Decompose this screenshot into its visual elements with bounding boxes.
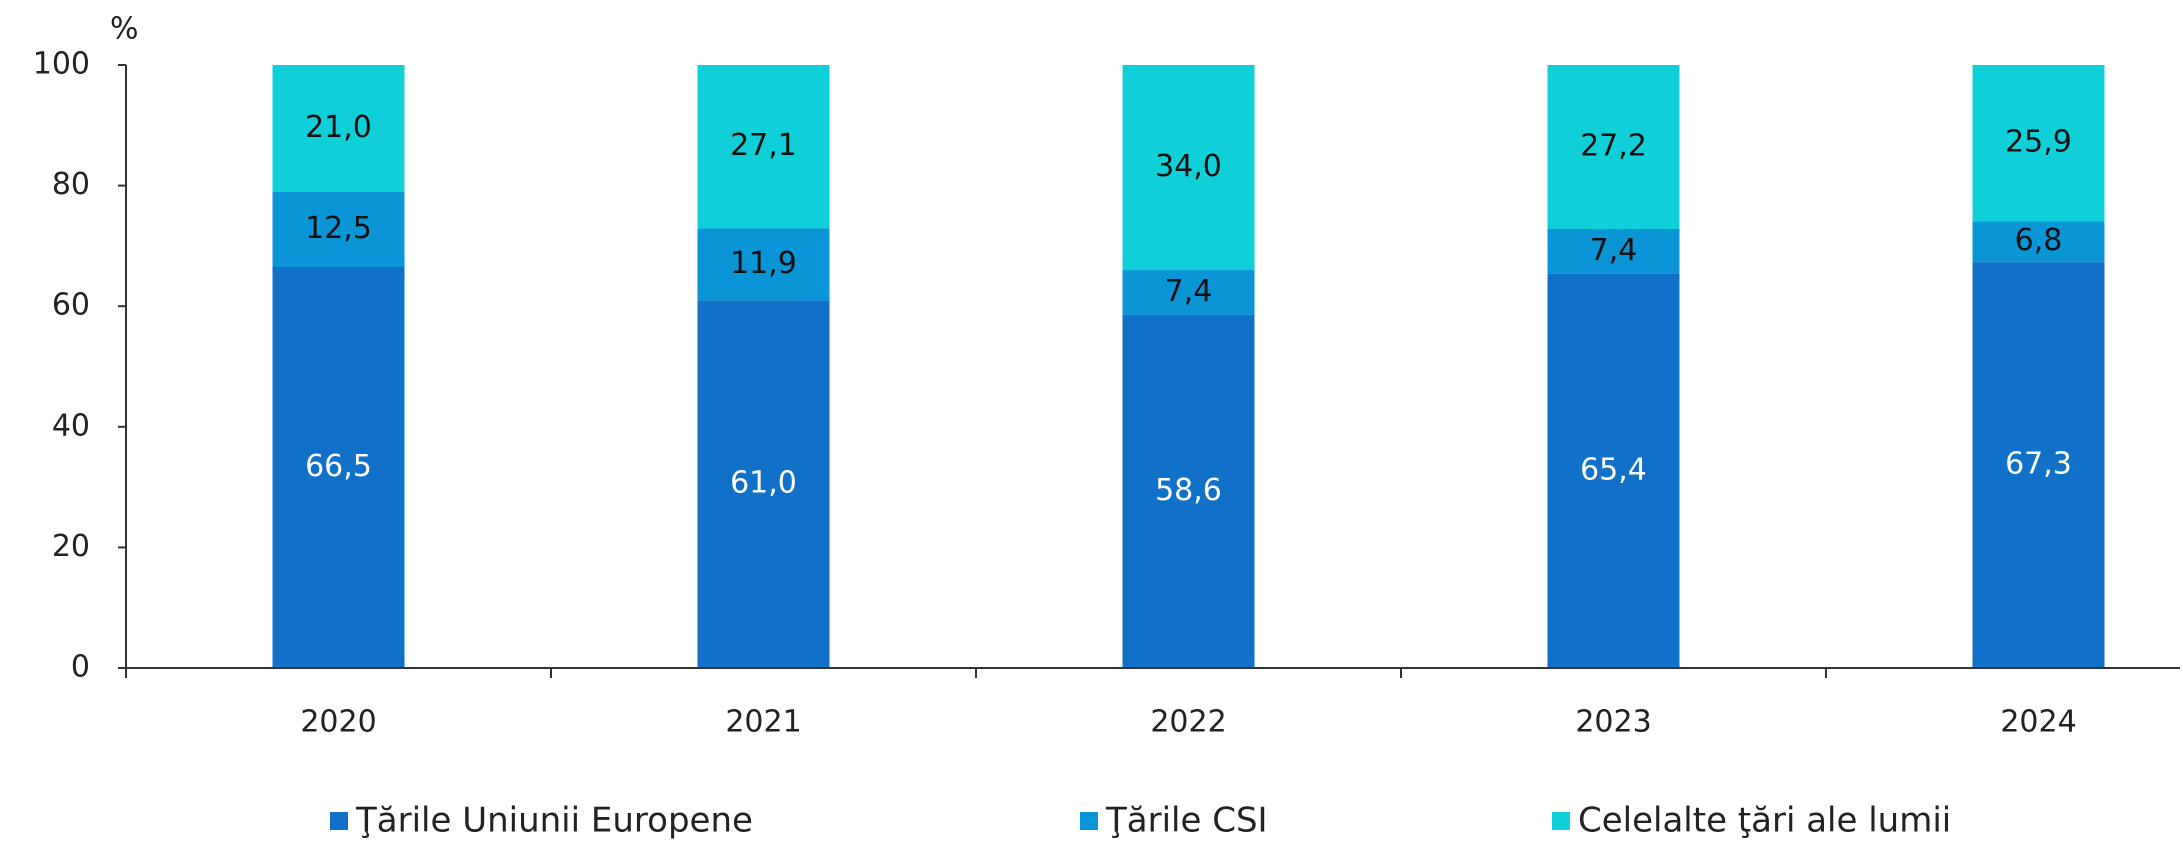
bar-segment	[1547, 273, 1680, 668]
x-tick-label: 2021	[725, 705, 801, 740]
y-tick-label: 100	[33, 47, 90, 82]
x-tick-label: 2020	[300, 705, 376, 740]
bar-segment	[697, 65, 830, 229]
data-label: 27,2	[1580, 129, 1647, 164]
y-tick-label: 20	[52, 529, 90, 564]
data-label: 7,4	[1165, 274, 1213, 309]
data-label: 58,6	[1155, 473, 1222, 508]
data-label: 65,4	[1580, 452, 1647, 487]
bar-segment	[697, 228, 830, 301]
legend-label: Ţările Uniunii Europene	[355, 801, 753, 841]
x-tick-label: 2023	[1575, 705, 1651, 740]
data-label: 21,0	[305, 110, 372, 145]
legend-swatch	[1080, 812, 1098, 830]
bar-segment	[1122, 270, 1255, 315]
data-label: 66,5	[305, 449, 372, 484]
y-tick-label: 40	[52, 408, 90, 443]
legend-swatch	[1552, 812, 1570, 830]
data-label: 67,3	[2005, 447, 2072, 482]
bar-segment	[1122, 314, 1255, 668]
data-label: 7,4	[1590, 233, 1638, 268]
data-label: 27,1	[730, 128, 797, 163]
legend-label: Ţările CSI	[1105, 801, 1268, 841]
data-label: 11,9	[730, 246, 797, 281]
y-axis-unit: %	[110, 12, 139, 47]
bar-segment	[1547, 65, 1680, 230]
y-tick-label: 60	[52, 288, 90, 323]
bar-segment	[272, 65, 405, 192]
y-tick-label: 80	[52, 167, 90, 202]
bar-segment	[697, 300, 830, 668]
bar-segment	[1972, 65, 2105, 222]
data-label: 61,0	[730, 466, 797, 501]
bar-segment	[272, 267, 405, 668]
bar-segment	[1972, 221, 2105, 263]
data-label: 6,8	[2015, 223, 2063, 258]
bar-segment	[272, 191, 405, 268]
x-tick-label: 2024	[2000, 705, 2076, 740]
bar-segment	[1972, 262, 2105, 668]
x-tick-label: 2022	[1150, 705, 1226, 740]
legend-label: Celelalte ţări ale lumii	[1578, 801, 1951, 841]
data-label: 34,0	[1155, 149, 1222, 184]
data-label: 25,9	[2005, 125, 2072, 160]
bar-segment	[1122, 65, 1255, 271]
y-tick-label: 0	[71, 650, 90, 685]
bar-segment	[1547, 229, 1680, 274]
legend-swatch	[330, 812, 348, 830]
data-label: 12,5	[305, 211, 372, 246]
